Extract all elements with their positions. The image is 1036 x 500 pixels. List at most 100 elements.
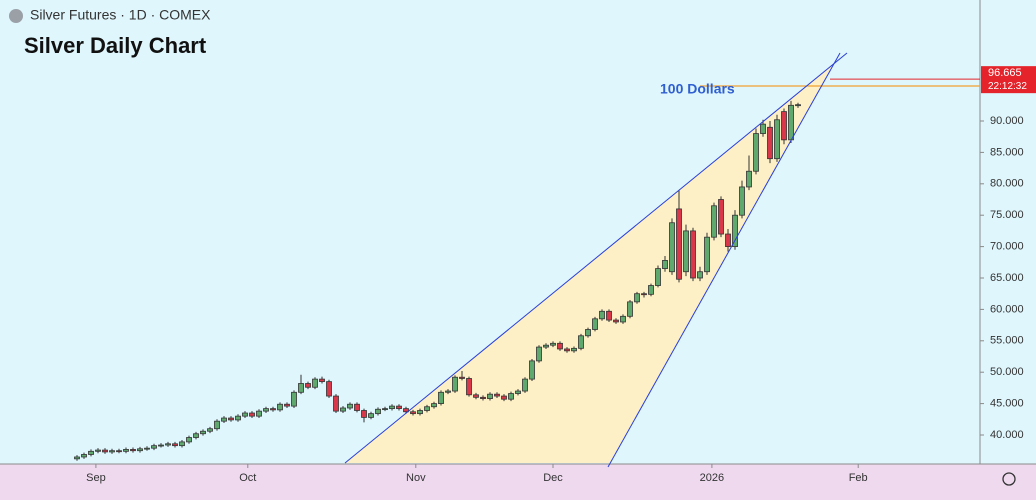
candle-body — [627, 301, 633, 317]
candle-body — [375, 408, 381, 415]
candle-body — [571, 347, 577, 352]
candle-body — [123, 449, 129, 452]
candle-body — [501, 395, 507, 400]
candle-body — [368, 413, 374, 418]
candle-body — [620, 315, 626, 323]
candle-body — [88, 450, 94, 455]
candle-body — [333, 395, 339, 412]
y-tick-label: 70.000 — [990, 241, 1024, 253]
price-label: 96.665 — [988, 67, 1022, 79]
candle-body — [662, 260, 668, 269]
candle-body — [382, 408, 388, 411]
candle-body — [361, 410, 367, 418]
candle-body — [291, 391, 297, 407]
candle-body — [95, 449, 101, 452]
candle-body — [305, 383, 311, 388]
candle-body — [438, 391, 444, 404]
candle-body — [578, 335, 584, 349]
candle-body — [739, 186, 745, 216]
candle-body — [732, 214, 738, 248]
candle-body — [655, 268, 661, 286]
candle-body — [760, 123, 766, 134]
candle-body — [319, 378, 325, 383]
y-tick-label: 60.000 — [990, 303, 1024, 315]
candle-body — [242, 412, 248, 417]
candle-body — [522, 378, 528, 392]
y-tick-label: 80.000 — [990, 178, 1024, 190]
y-tick-label: 55.000 — [990, 335, 1024, 347]
candle-body — [389, 405, 395, 410]
candle-body — [690, 230, 696, 279]
candle-body — [228, 417, 234, 421]
candle-body — [172, 443, 178, 447]
candle-body — [158, 444, 164, 447]
candle-body — [613, 319, 619, 323]
candle-body — [270, 408, 276, 411]
candle-body — [151, 445, 157, 449]
candle-body — [599, 310, 605, 320]
candle-body — [200, 430, 206, 435]
y-tick-label: 75.000 — [990, 209, 1024, 221]
candle-body — [781, 111, 787, 141]
candle-body — [746, 170, 752, 188]
candle-body — [557, 342, 563, 350]
candle-body — [473, 394, 479, 398]
candle-body — [529, 360, 535, 380]
candle-body — [256, 410, 262, 417]
candle-body — [312, 378, 318, 388]
candle-body — [445, 390, 451, 393]
candle-body — [459, 376, 465, 379]
candle-body — [137, 448, 143, 452]
candle-body — [235, 415, 241, 421]
countdown-label: 22:12:32 — [988, 81, 1027, 92]
candle-body — [515, 390, 521, 394]
candle-body — [410, 411, 416, 415]
candle-body — [403, 408, 409, 413]
candle-body — [718, 199, 724, 235]
candle-body — [550, 342, 556, 346]
candle-body — [767, 126, 773, 160]
time-axis-bg — [0, 464, 1036, 500]
candle-body — [508, 393, 514, 400]
candle-body — [774, 119, 780, 160]
candle-body — [788, 104, 794, 141]
symbol-header: Silver Futures · 1D · COMEX — [30, 7, 211, 23]
candle-body — [396, 405, 402, 410]
candle-body — [298, 383, 304, 393]
candle-body — [543, 344, 549, 348]
y-tick-label: 65.000 — [990, 272, 1024, 284]
candle-body — [452, 376, 458, 392]
candle-body — [109, 450, 115, 453]
candle-body — [480, 396, 486, 399]
candle-body — [221, 417, 227, 422]
x-tick-label: Sep — [86, 472, 106, 484]
symbol-icon — [9, 9, 23, 23]
candle-body — [494, 393, 500, 397]
trend-line-lower — [607, 52, 841, 468]
candle-body — [536, 346, 542, 362]
candle-body — [704, 236, 710, 273]
candle-body — [284, 403, 290, 407]
x-tick-label: 2026 — [700, 472, 724, 484]
candle-body — [326, 381, 332, 397]
candle-body — [417, 410, 423, 415]
settings-icon[interactable] — [1002, 472, 1016, 486]
y-tick-label: 85.000 — [990, 146, 1024, 158]
candle-body — [697, 271, 703, 279]
candle-body — [165, 443, 171, 446]
candle-body — [214, 420, 220, 430]
x-tick-label: Feb — [849, 472, 868, 484]
candle-body — [592, 318, 598, 330]
annotation: 100 Dollars — [660, 81, 735, 97]
candle-body — [102, 449, 108, 453]
candle-body — [487, 393, 493, 399]
price-badge — [981, 66, 1036, 94]
candle-body — [795, 104, 801, 107]
candle-body — [564, 348, 570, 352]
candle-body — [424, 406, 430, 411]
candle-body — [354, 403, 360, 411]
candle-body — [249, 412, 255, 417]
x-tick-label: Nov — [406, 472, 426, 484]
